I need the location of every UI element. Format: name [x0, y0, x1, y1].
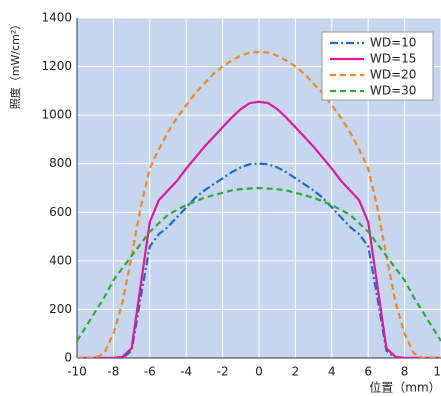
x-tick-label: -4 [180, 365, 192, 379]
line-series [77, 186, 441, 342]
x-tick-label: -10 [67, 365, 87, 379]
y-tick-label: 800 [49, 156, 72, 170]
legend-label: WD=10 [370, 36, 416, 50]
x-tick-label: -6 [144, 365, 156, 379]
x-tick-label: 10 [433, 365, 441, 379]
y-axis-label: 照度（mW/cm²） [8, 19, 22, 109]
x-tick-label: -2 [217, 365, 229, 379]
y-tick-label: 600 [49, 205, 72, 219]
x-tick-label: -8 [107, 365, 119, 379]
plot-area [77, 50, 441, 358]
y-tick-label: 1000 [41, 108, 72, 122]
legend-label: WD=20 [370, 68, 416, 82]
line-series [77, 100, 441, 358]
y-tick-label: 1400 [41, 11, 72, 25]
legend-box [321, 31, 434, 101]
x-tick-label: 6 [364, 365, 372, 379]
y-tick-label: 1200 [41, 59, 72, 73]
y-tick-label: 200 [49, 302, 72, 316]
legend-label: WD=30 [370, 84, 416, 98]
legend-label: WD=15 [370, 52, 416, 66]
line-series [77, 50, 441, 358]
y-tick-label: 0 [64, 351, 72, 365]
x-axis-label: 位置（mm） [369, 380, 440, 395]
line-series [77, 162, 441, 358]
y-tick-label: 400 [49, 253, 72, 267]
x-tick-label: 2 [292, 365, 300, 379]
x-tick-label: 4 [328, 365, 336, 379]
x-tick-label: 0 [255, 365, 263, 379]
x-tick-label: 8 [401, 365, 409, 379]
